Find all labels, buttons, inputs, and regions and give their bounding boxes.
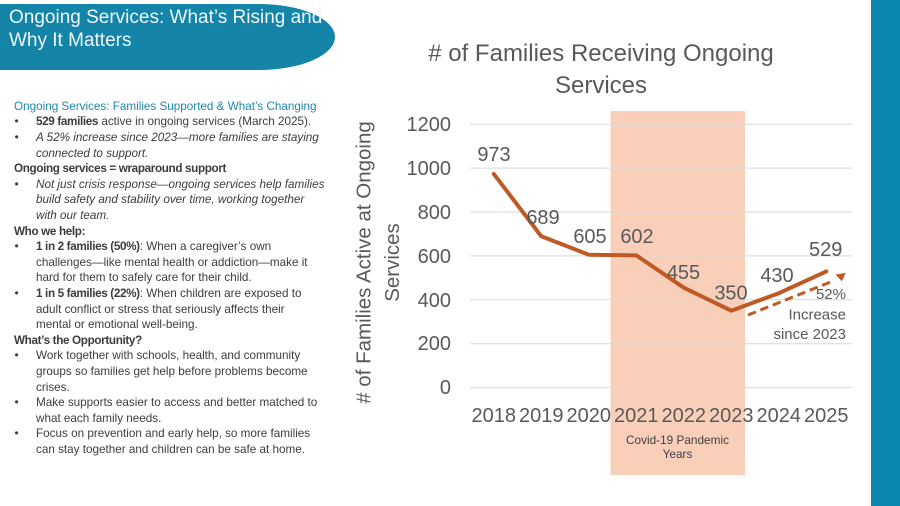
svg-text:1200: 1200 <box>407 114 452 136</box>
svg-text:2022: 2022 <box>662 405 707 427</box>
svg-text:Years: Years <box>663 447 693 461</box>
svg-text:# of Families Receiving Ongoin: # of Families Receiving Ongoing <box>428 40 774 67</box>
svg-text:# of Families Active at Ongoin: # of Families Active at Ongoing <box>353 121 376 404</box>
svg-text:973: 973 <box>477 144 510 166</box>
svg-text:2020: 2020 <box>567 405 612 427</box>
svg-text:605: 605 <box>573 226 606 248</box>
svg-text:689: 689 <box>526 207 559 229</box>
svg-text:800: 800 <box>418 202 451 224</box>
svg-text:2025: 2025 <box>804 405 849 427</box>
svg-text:since 2023: since 2023 <box>773 326 846 343</box>
svg-text:350: 350 <box>714 283 747 305</box>
svg-text:430: 430 <box>760 265 793 287</box>
svg-text:455: 455 <box>667 262 700 284</box>
svg-text:2019: 2019 <box>519 405 564 427</box>
svg-text:1000: 1000 <box>407 158 452 180</box>
svg-text:2021: 2021 <box>614 405 659 427</box>
svg-text:2018: 2018 <box>472 405 517 427</box>
svg-text:2023: 2023 <box>709 405 754 427</box>
svg-text:0: 0 <box>440 377 451 399</box>
svg-text:600: 600 <box>418 246 451 268</box>
svg-text:2024: 2024 <box>757 405 802 427</box>
svg-text:529: 529 <box>809 239 842 261</box>
svg-text:Covid-19 Pandemic: Covid-19 Pandemic <box>626 433 729 447</box>
svg-text:200: 200 <box>418 333 451 355</box>
svg-text:Services: Services <box>381 223 404 302</box>
svg-text:52%: 52% <box>816 286 846 303</box>
svg-text:400: 400 <box>418 290 451 312</box>
svg-text:Services: Services <box>555 72 647 99</box>
svg-text:602: 602 <box>620 226 653 248</box>
svg-text:Increase: Increase <box>788 307 846 324</box>
